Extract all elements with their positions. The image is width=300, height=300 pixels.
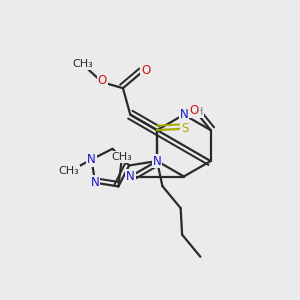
Text: CH₃: CH₃ (58, 166, 79, 176)
Text: CH₃: CH₃ (73, 59, 94, 69)
Text: H: H (195, 107, 203, 117)
Text: O: O (98, 74, 107, 87)
Text: CH₃: CH₃ (111, 152, 132, 162)
Text: N: N (153, 154, 161, 167)
Text: O: O (190, 103, 199, 117)
Text: S: S (182, 122, 189, 135)
Text: N: N (179, 108, 188, 121)
Text: N: N (91, 176, 100, 189)
Text: N: N (126, 170, 135, 183)
Text: O: O (141, 64, 150, 77)
Text: N: N (87, 153, 96, 166)
